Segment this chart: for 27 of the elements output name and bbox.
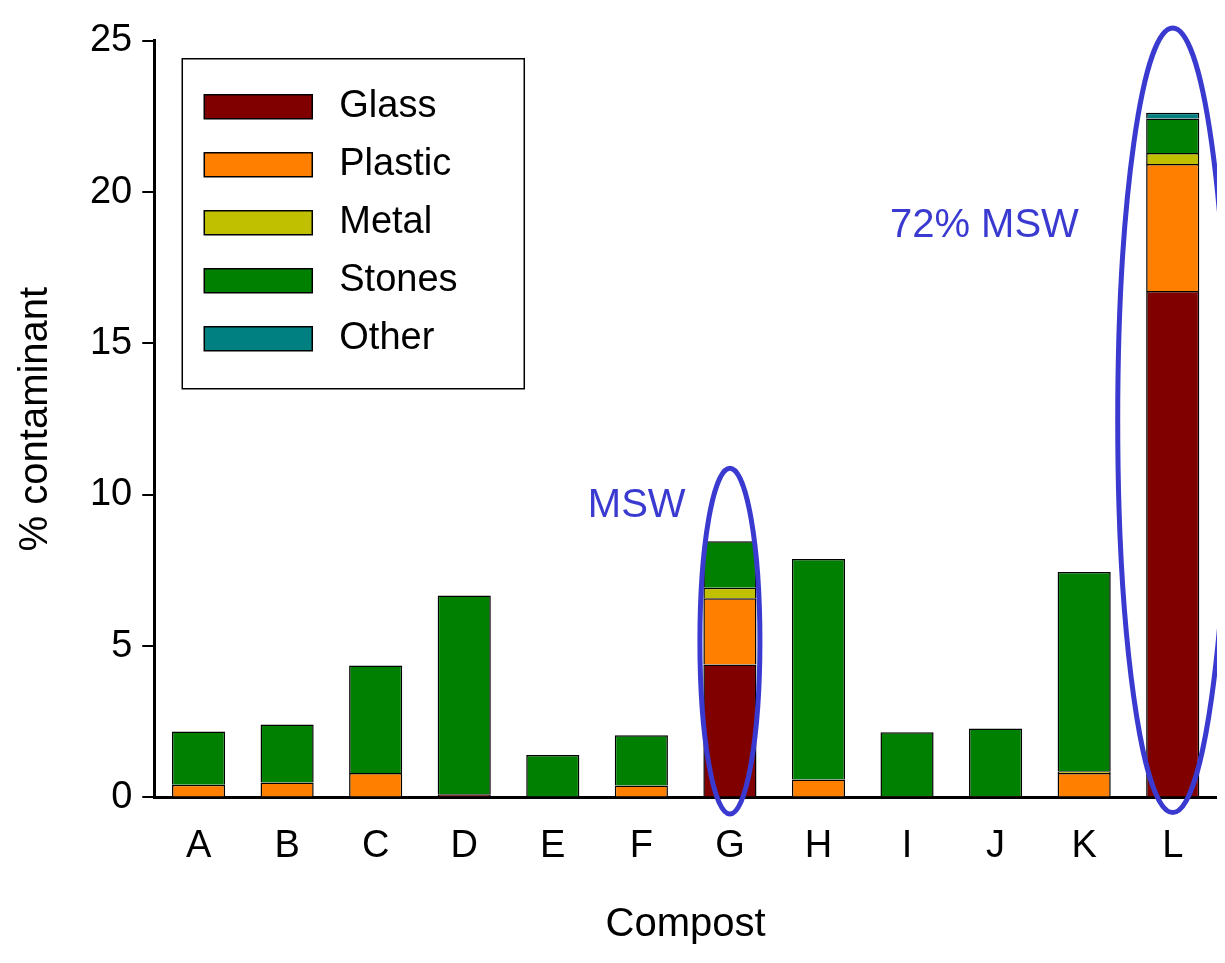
x-tick-label: L	[1162, 822, 1184, 865]
y-axis-title: % contaminant	[11, 286, 56, 552]
x-tick-label: H	[804, 822, 833, 865]
x-axis-title: Compost	[605, 900, 766, 945]
x-tick-label: B	[274, 822, 300, 865]
x-tick-label: G	[715, 822, 745, 865]
x-tick-label: J	[986, 822, 1006, 865]
x-tick-label: E	[540, 822, 566, 865]
x-tick-label: A	[185, 822, 212, 865]
y-tick-label: 10	[89, 471, 133, 514]
y-tick-label: 15	[89, 319, 133, 362]
legend-label: Metal	[339, 199, 433, 242]
x-tick-label: D	[450, 822, 478, 865]
legend-label: Other	[339, 315, 435, 358]
legend-label: Stones	[339, 257, 458, 300]
x-tick-label: C	[361, 822, 390, 865]
y-tick-label: 25	[89, 17, 133, 60]
x-tick-label: F	[629, 822, 653, 865]
annotation: MSW	[587, 481, 686, 526]
legend-label: Plastic	[339, 141, 452, 184]
annotation: 72% MSW	[889, 201, 1080, 246]
x-tick-label: K	[1071, 822, 1097, 865]
y-tick-label: 20	[89, 168, 133, 211]
legend-label: Glass	[339, 83, 437, 126]
y-tick-label: 0	[111, 773, 133, 816]
x-tick-label: I	[901, 822, 913, 865]
y-tick-label: 5	[111, 622, 133, 665]
